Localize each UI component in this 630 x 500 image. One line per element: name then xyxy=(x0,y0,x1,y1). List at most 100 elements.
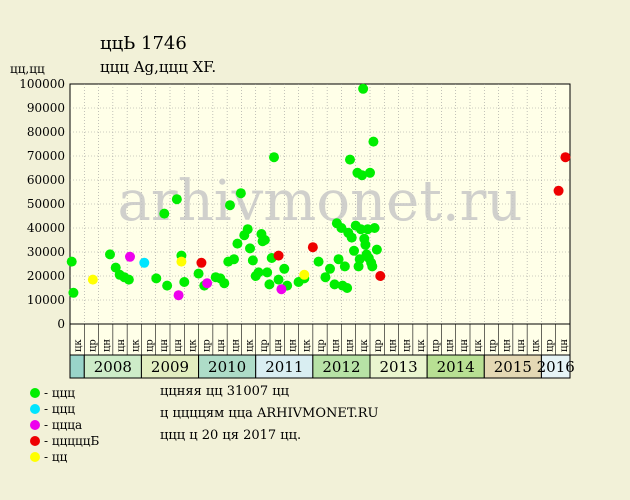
year-label: 2008 xyxy=(94,358,132,376)
data-point xyxy=(299,269,310,280)
data-point xyxy=(320,272,331,283)
year-cell xyxy=(69,354,85,379)
y-tick-label: 60000 xyxy=(27,173,65,187)
quarter-label: цн xyxy=(559,339,570,352)
y-tick-label: 90000 xyxy=(27,101,65,115)
chart-title: ццЬ 1746 xyxy=(100,33,187,54)
quarter-label: цр xyxy=(145,339,156,352)
legend-marker xyxy=(30,420,40,430)
y-tick-label: 30000 xyxy=(27,245,65,259)
year-cell xyxy=(540,354,571,379)
y-axis-label: цц,цц xyxy=(10,62,45,76)
year-label: 2014 xyxy=(437,358,475,376)
data-point xyxy=(219,278,230,289)
legend-item: - цццццБ xyxy=(30,434,99,448)
quarter-label: цн xyxy=(230,339,241,352)
data-point xyxy=(105,249,115,260)
y-tick-label: 40000 xyxy=(27,221,65,235)
data-point xyxy=(179,277,190,287)
data-point xyxy=(346,232,357,243)
data-point xyxy=(333,254,344,265)
quarter-label: цн xyxy=(459,339,470,352)
year-label: 2012 xyxy=(322,358,360,376)
data-point xyxy=(229,254,239,265)
data-point xyxy=(369,223,380,233)
legend-item: - ццц xyxy=(30,402,75,416)
year-label: 2013 xyxy=(379,358,417,376)
data-point xyxy=(259,235,270,245)
quarter-label: цр xyxy=(316,339,327,352)
data-point xyxy=(66,256,77,267)
data-point xyxy=(162,280,173,291)
quarter-label: цн xyxy=(173,339,184,352)
data-point xyxy=(245,243,255,254)
legend-marker xyxy=(30,388,40,398)
data-point xyxy=(171,194,182,205)
data-point xyxy=(139,257,150,268)
data-point xyxy=(151,273,162,284)
watermark: arhivmonet.ru xyxy=(118,169,523,234)
data-point xyxy=(235,188,246,199)
y-tick-label: 70000 xyxy=(27,149,65,163)
data-point xyxy=(553,185,564,196)
data-point xyxy=(159,208,170,219)
data-point xyxy=(264,279,275,290)
y-tick-label: 100000 xyxy=(19,77,65,91)
quarter-label: цр xyxy=(87,339,98,352)
y-tick-label: 80000 xyxy=(27,125,65,139)
quarter-row xyxy=(69,323,571,356)
data-point xyxy=(365,167,375,178)
quarter-label: цн xyxy=(273,339,284,352)
footnote-line: ц ццццям цца ARHIVMONET.RU xyxy=(160,406,379,421)
quarter-label: цн xyxy=(445,339,456,352)
quarter-label: цн xyxy=(345,339,356,352)
quarter-label: цк xyxy=(473,339,484,352)
data-point xyxy=(273,274,284,285)
chart-subtitle: ццц Ag,ццц XF. xyxy=(100,58,217,76)
legend-label: - ццц xyxy=(44,402,76,416)
data-point xyxy=(358,83,369,94)
data-point xyxy=(273,250,284,261)
quarter-label: цк xyxy=(73,339,84,352)
quarter-label: цн xyxy=(516,339,527,352)
y-tick-label: 20000 xyxy=(27,269,65,283)
quarter-label: цн xyxy=(502,339,513,352)
year-label: 2009 xyxy=(151,358,189,376)
data-point xyxy=(342,283,353,293)
legend-label: - цццццБ xyxy=(44,434,100,448)
data-point xyxy=(232,238,243,249)
data-point xyxy=(202,278,213,289)
quarter-label: цр xyxy=(202,339,213,352)
data-point xyxy=(345,154,355,165)
data-point xyxy=(196,257,207,268)
data-point xyxy=(68,287,79,298)
quarter-label: цн xyxy=(387,339,398,352)
data-point xyxy=(87,274,98,285)
legend-marker xyxy=(30,452,40,462)
data-point xyxy=(193,268,204,279)
data-point xyxy=(375,271,386,281)
legend-label: - ццца xyxy=(44,418,83,432)
data-point xyxy=(357,170,367,181)
footnote-line: ццняя цц 31007 цц xyxy=(160,384,289,399)
data-point xyxy=(560,152,571,163)
legend-item: - цц xyxy=(30,450,67,464)
legend-label: - ццц xyxy=(44,386,76,400)
quarter-label: цр xyxy=(430,339,441,352)
year-label: 2011 xyxy=(265,358,303,376)
quarter-label: цк xyxy=(416,339,427,352)
footnote-line: ццц ц 20 ця 2017 цц. xyxy=(160,428,302,443)
data-point xyxy=(339,261,350,272)
data-point xyxy=(269,152,279,163)
data-point xyxy=(368,136,379,147)
data-point xyxy=(313,256,324,267)
legend-item: - ццц xyxy=(30,386,75,400)
y-tick-label: 50000 xyxy=(27,197,65,211)
data-point xyxy=(276,284,287,295)
data-point xyxy=(349,245,359,256)
y-tick-label: 10000 xyxy=(27,293,65,307)
quarter-label: цр xyxy=(259,339,270,352)
data-point xyxy=(325,263,335,274)
data-point xyxy=(125,251,135,262)
